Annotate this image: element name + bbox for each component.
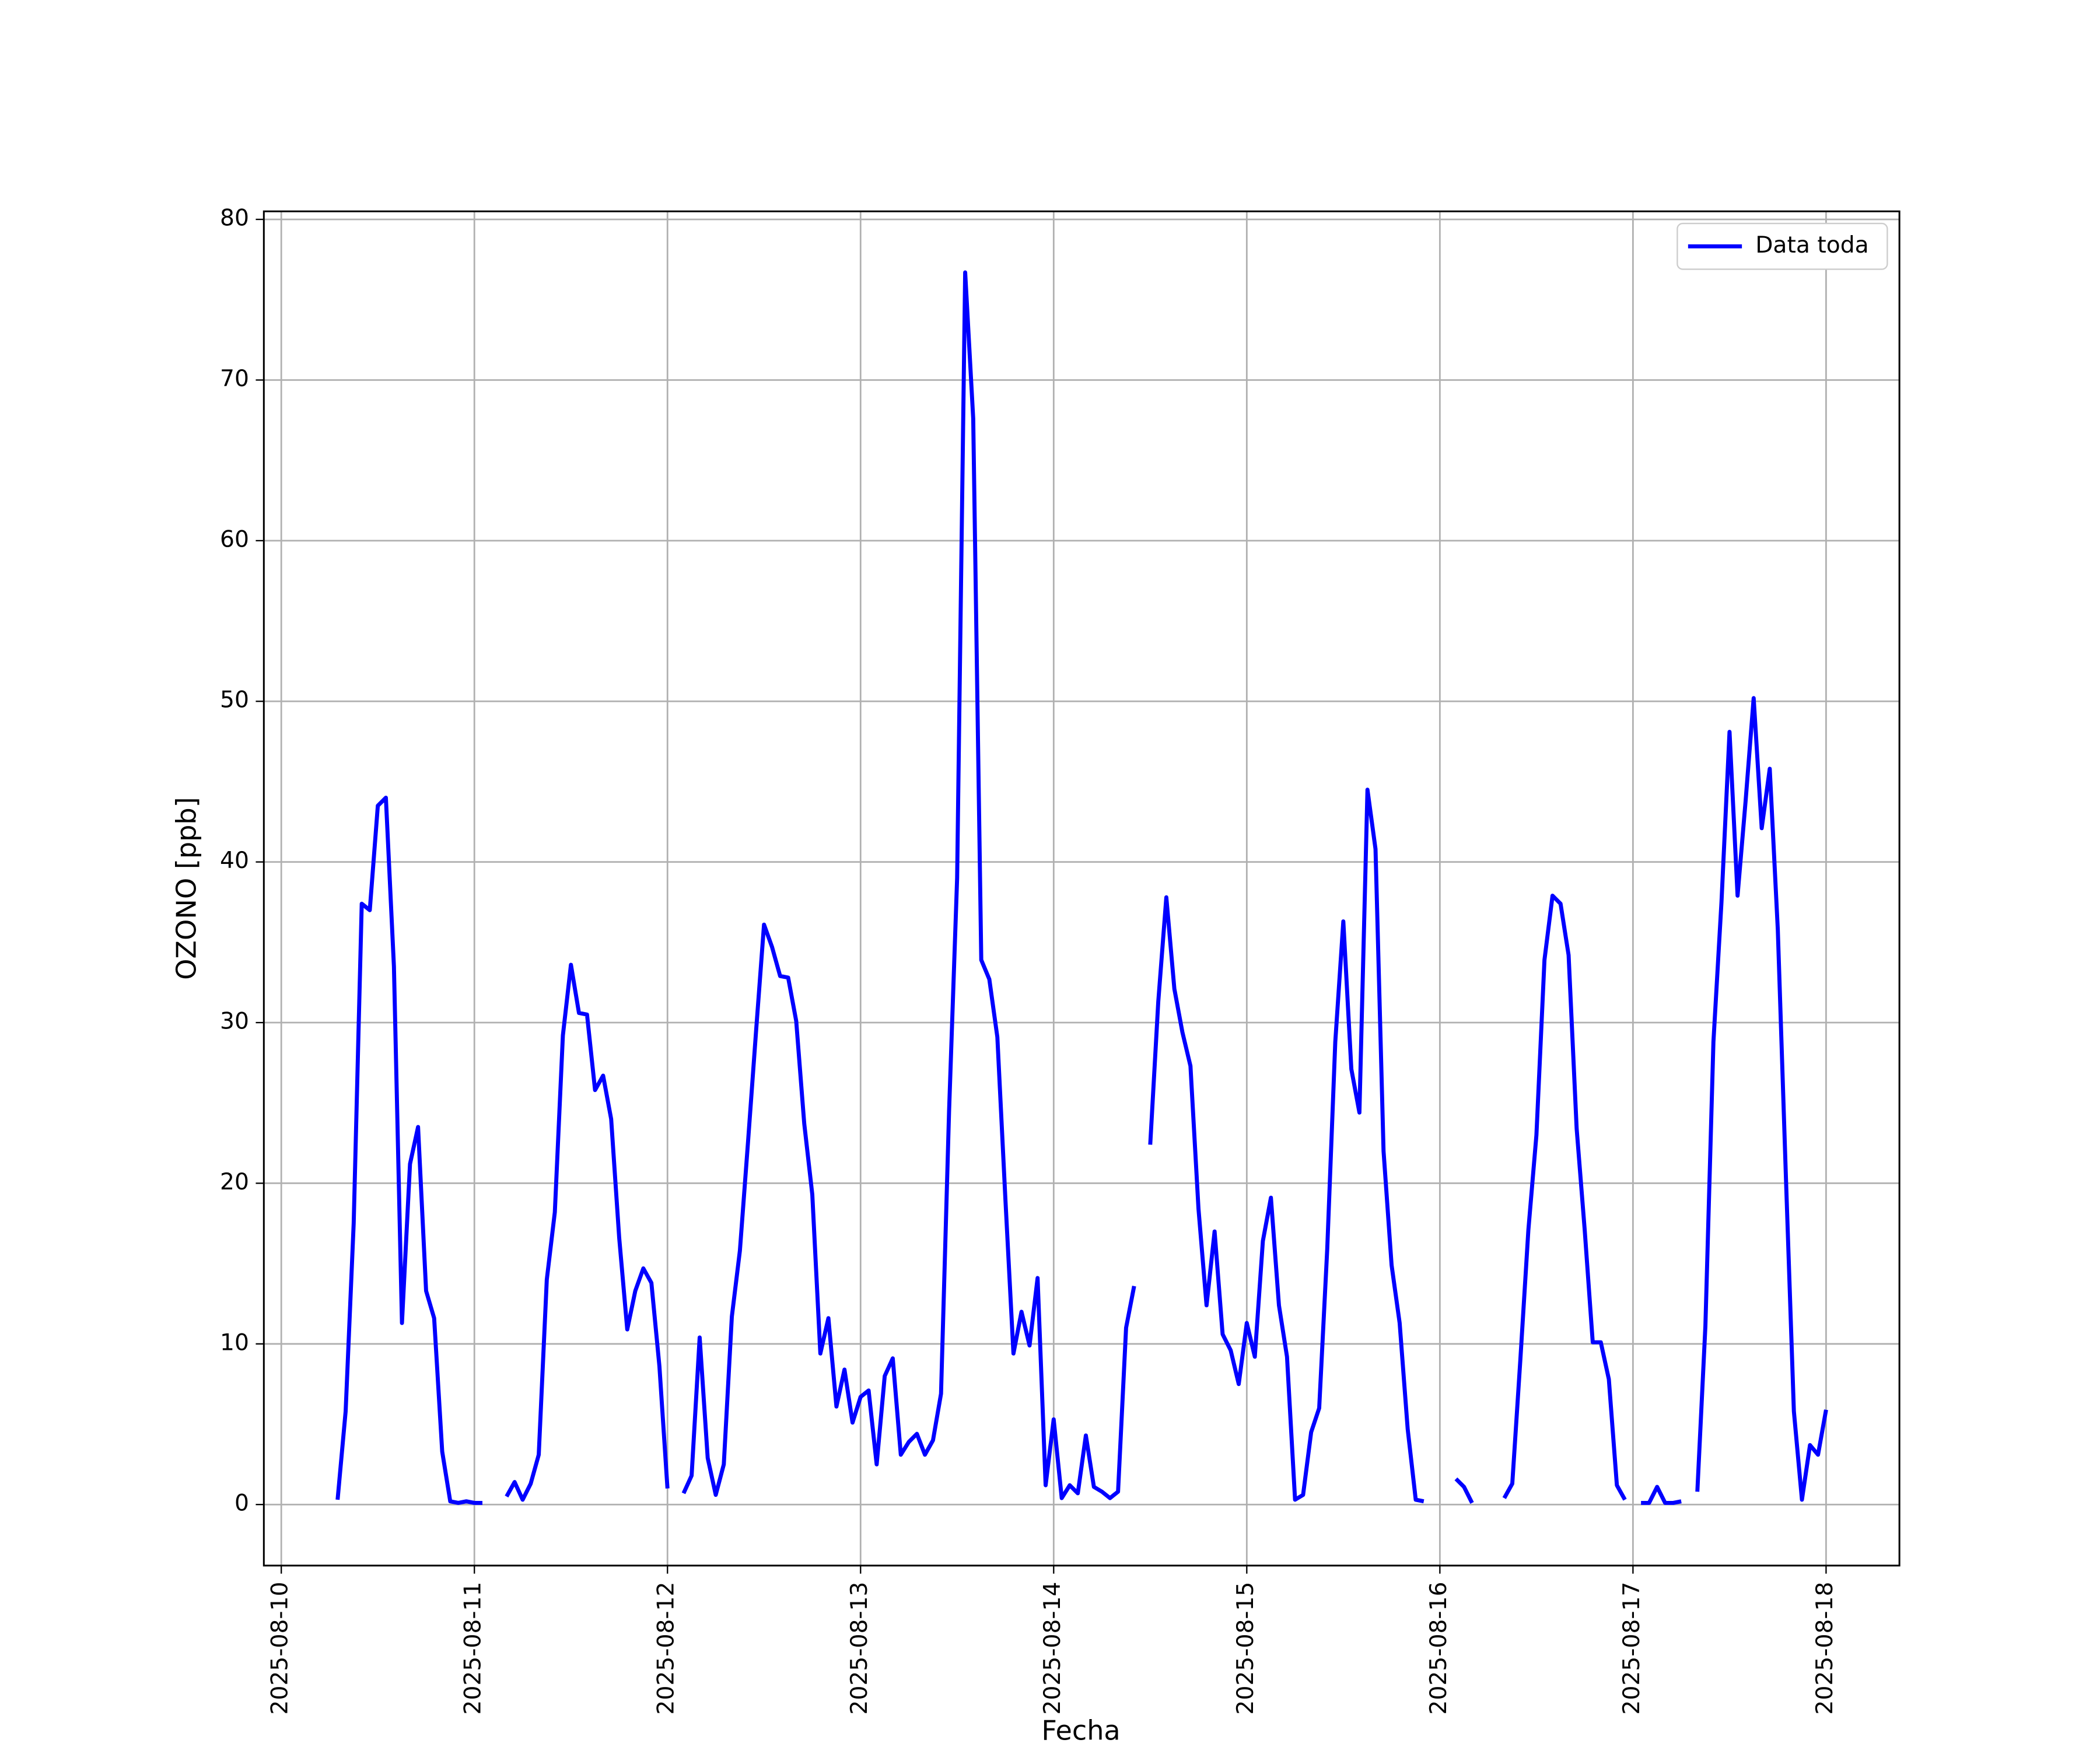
x-axis-label: Fecha [1041,1715,1120,1746]
y-tick-label: 80 [220,205,249,232]
y-tick-label: 50 [220,687,249,713]
x-tick-label: 2025-08-13 [846,1582,873,1715]
legend-label: Data toda [1755,232,1868,258]
x-tick-label: 2025-08-18 [1812,1582,1838,1715]
y-tick-label: 10 [220,1329,249,1356]
x-tick-label: 2025-08-17 [1619,1582,1645,1715]
x-tick-label: 2025-08-15 [1233,1582,1259,1715]
y-tick-label: 60 [220,526,249,552]
x-tick-label: 2025-08-12 [653,1582,680,1715]
y-tick-label: 70 [220,366,249,392]
x-tick-label: 2025-08-11 [460,1582,487,1715]
y-tick-label: 20 [220,1169,249,1195]
y-tick-label: 0 [235,1490,249,1517]
x-tick-label: 2025-08-16 [1426,1582,1452,1715]
plot-frame [262,210,1901,1567]
data-line [335,270,1828,1505]
y-tick-label: 30 [220,1009,249,1035]
x-tick-label: 2025-08-14 [1040,1582,1066,1715]
y-tick-label: 40 [220,848,249,874]
y-axis-label: OZONO [ppb] [171,797,202,980]
legend-box [1676,222,1888,270]
x-tick-label: 2025-08-10 [267,1582,293,1715]
